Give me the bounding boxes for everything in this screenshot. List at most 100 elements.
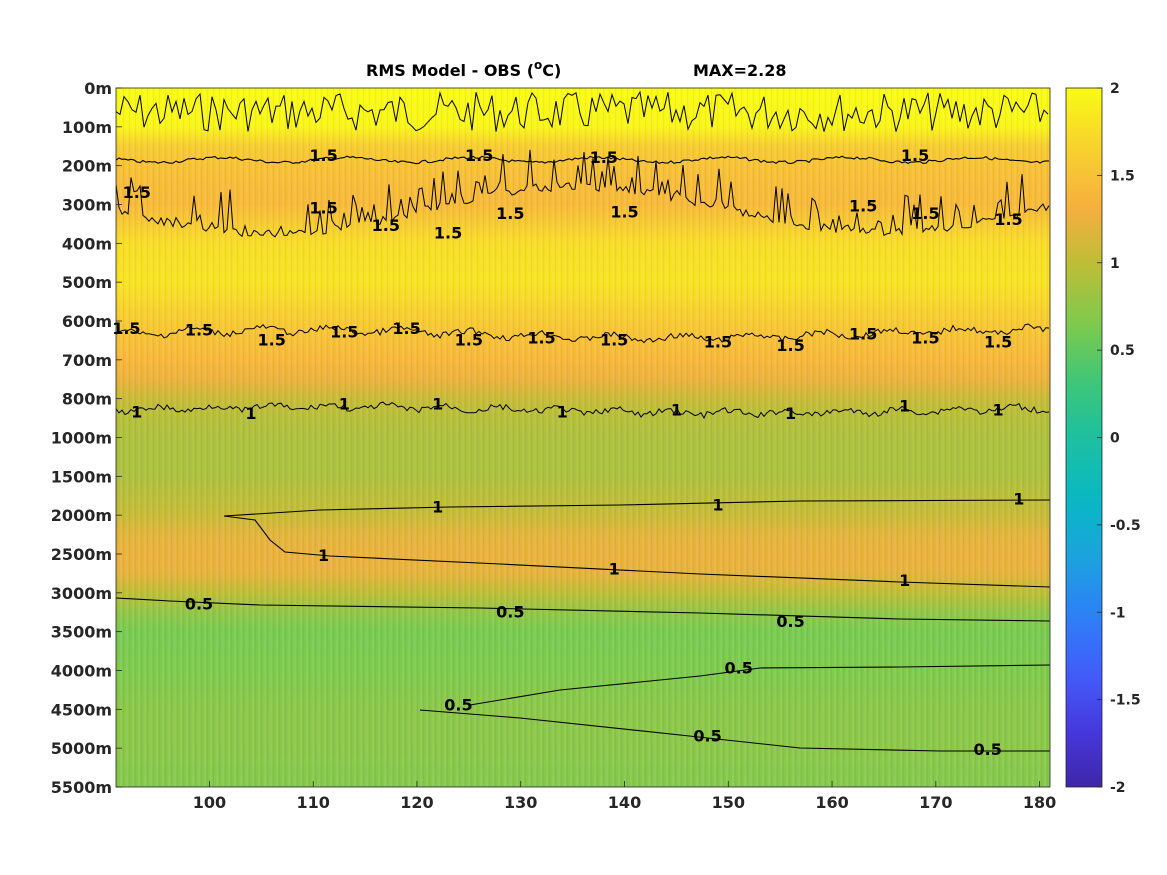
contour-label: 1.5 [984,332,1012,351]
y-tick-label: 5000m [51,739,112,758]
x-tick-label: 120 [400,793,433,812]
contour-label: 1 [318,546,329,565]
contour-lines [116,90,1050,752]
contour-label: 1.5 [309,198,337,217]
colorbar-tick-label: -1.5 [1110,693,1141,709]
contour-label: 1.5 [309,146,337,165]
contour-0p5-loop-bottom [419,709,1050,752]
contour-label: 1.5 [123,183,151,202]
colorbar-tick-label: 1.5 [1110,168,1135,184]
contour-label: 1.5 [496,204,524,223]
colorbar-ticks: 2 1.5 1 0.5 0 -0.5 -1 -1.5 -2 [1097,81,1141,796]
contour-label: 1.5 [849,325,877,344]
contour-label: 1 [609,560,620,579]
contour-label: 1.5 [455,330,483,349]
contour-label: 0.5 [444,695,472,714]
contour-label: 1 [671,400,682,419]
contour-label: 1.5 [330,323,358,342]
chart-title: RMS Model - OBS (oC) [366,58,561,80]
contour-label: 1.5 [600,330,628,349]
contour-1-lower-deep [223,515,1050,588]
contour-label: 1 [1013,490,1024,509]
chart-title-sup: o [534,58,542,72]
y-tick-label: 300m [62,196,112,215]
y-tick-label: 4500m [51,700,112,719]
chart-title-unit: C) [542,61,561,80]
contour-0p5-loop-top [469,664,1050,706]
contour-label: 1.5 [372,216,400,235]
x-tick-label: 140 [608,793,641,812]
colorbar-tick-label: -1 [1110,605,1126,621]
contour-label: 0.5 [724,659,752,678]
contour-labels: 1.5 1.5 1.5 1.5 1.5 1.5 1.5 1.5 1.5 1.5 1.5 1.5 1.5 1… [112,146,1024,759]
x-tick-label: 130 [504,793,537,812]
y-tick-label: 3500m [51,623,112,642]
contour-label: 1 [993,400,1004,419]
heatmap-stripe-overlay [116,88,1050,787]
contour-label: 1 [432,394,443,413]
x-tick-label: 170 [919,793,952,812]
x-tick-label: 180 [1023,793,1056,812]
chart-title-main: RMS Model - OBS ( [366,61,534,80]
plot-area: 1.5 1.5 1.5 1.5 1.5 1.5 1.5 1.5 1.5 1.5 1.5 1.5 1.5 1… [112,87,1051,788]
y-tick-label: 200m [62,157,112,176]
contour-label: 1 [432,497,443,516]
chart-max-annotation: MAX=2.28 [693,61,787,80]
contour-label: 1 [557,402,568,421]
contour-label: 1.5 [185,321,213,340]
contour-0p5-upper [116,597,1050,622]
y-tick-label: 0m [84,79,112,98]
y-tick-label: 1500m [51,467,112,486]
y-tick-label: 800m [62,390,112,409]
contour-label: 1 [245,404,256,423]
x-tick-label: 160 [815,793,848,812]
contour-1-upper-deep [223,499,1050,517]
y-tick-label: 500m [62,273,112,292]
contour-label: 1.5 [610,202,638,221]
y-tick-label: 1000m [51,429,112,448]
contour-label: 1 [899,571,910,590]
y-tick-label: 600m [62,312,112,331]
contour-label: 1.5 [434,224,462,243]
contour-label: 1.5 [392,319,420,338]
y-tick-label: 2500m [51,545,112,564]
contour-label: 1 [712,495,723,514]
contour-label: 1.5 [849,196,877,215]
colorbar-tick-label: 2 [1110,81,1120,97]
contour-label: 0.5 [496,602,524,621]
contour-label: 1 [899,396,910,415]
contour-1-shelf [116,401,1050,420]
colorbar: 2 1.5 1 0.5 0 -0.5 -1 -1.5 -2 [1065,81,1141,796]
contour-label: 1.5 [112,319,140,338]
colorbar-tick-label: -0.5 [1110,518,1141,534]
x-axis: 100 110 120 130 140 150 160 170 180 [193,781,1056,812]
contour-surface-squiggle [116,90,1049,132]
y-tick-label: 400m [62,234,112,253]
colorbar-tick-label: 0.5 [1110,343,1135,359]
x-tick-label: 100 [193,793,226,812]
contour-label: 1 [785,404,796,423]
contour-label: 1 [339,394,350,413]
x-tick-label: 150 [712,793,745,812]
colorbar-fill [1066,88,1102,787]
y-tick-label: 4000m [51,662,112,681]
x-tick-label: 110 [296,793,329,812]
y-axis: 0m 100m 200m 300m 400m 500m 600m 700m 800m 1000m 1… [51,79,122,797]
colorbar-tick-label: 0 [1110,431,1120,447]
contour-label: 1.5 [704,332,732,351]
contour-label: 1.5 [465,146,493,165]
y-tick-label: 3000m [51,584,112,603]
contour-label: 0.5 [185,594,213,613]
contour-label: 0.5 [974,740,1002,759]
contour-label: 1.5 [911,328,939,347]
y-tick-label: 2000m [51,506,112,525]
y-tick-label: 100m [62,118,112,137]
contour-label: 1.5 [590,148,618,167]
y-tick-label: 700m [62,351,112,370]
contour-label: 1.5 [527,328,555,347]
contour-label: 1.5 [257,330,285,349]
colorbar-tick-label: -2 [1110,780,1126,796]
contour-label: 0.5 [776,612,804,631]
contour-label: 1.5 [911,204,939,223]
